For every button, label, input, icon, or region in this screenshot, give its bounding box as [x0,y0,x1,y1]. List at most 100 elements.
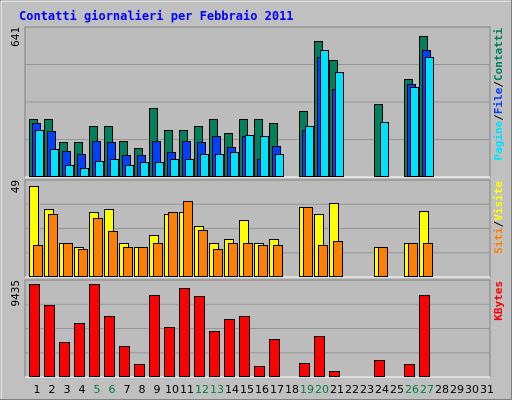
legend-entry-hits-2: File [492,87,505,114]
bar-visits-siti-day-15 [243,243,253,277]
bar-hits-pagine-day-8 [140,162,149,177]
bar-visits-siti-day-21 [333,241,343,277]
bar-kbytes-kbytes-day-6 [104,316,115,377]
y-max-label-visits: 49 [9,180,22,193]
bar-hits-pagine-day-19 [305,126,314,177]
day-label-30: 30 [465,383,479,396]
bar-kbytes-kbytes-day-10 [164,327,175,377]
bar-kbytes-kbytes-day-9 [149,295,160,377]
bar-visits-siti-day-16 [258,245,268,277]
bar-visits-siti-day-10 [168,212,178,277]
bar-visits-siti-day-17 [273,245,283,277]
bar-kbytes-kbytes-day-3 [59,342,70,377]
bar-hits-pagine-day-12 [200,154,209,177]
day-label-5: 5 [94,383,101,396]
legend-entry-hits-0: Pagine [492,120,505,160]
legend-entry-kbytes-0: KBytes [492,281,505,321]
bar-kbytes-kbytes-day-20 [314,336,325,377]
bar-hits-pagine-day-7 [125,165,134,177]
bar-visits-siti-day-14 [228,243,238,277]
day-label-1: 1 [34,383,41,396]
bar-visits-siti-day-20 [318,245,328,277]
day-label-10: 10 [165,383,179,396]
chart-title: Contatti giornalieri per Febbraio 2011 [19,9,294,23]
panels: 641Pagine/File/Contatti49Siti/Visite9435… [9,26,505,378]
bar-hits-pagine-day-16 [260,136,269,177]
bar-hits-pagine-day-2 [50,149,59,177]
legend-visits: Siti/Visite [492,181,505,254]
bar-visits-siti-day-2 [48,214,58,277]
day-label-18: 18 [285,383,299,396]
day-label-22: 22 [345,383,359,396]
bar-hits-pagine-day-4 [80,168,89,177]
day-label-7: 7 [124,383,131,396]
bar-hits-pagine-day-6 [110,159,119,177]
bar-hits-pagine-day-15 [245,135,254,177]
bar-kbytes-kbytes-day-2 [44,305,55,377]
bar-visits-siti-day-27 [423,243,433,277]
day-label-19: 19 [300,383,314,396]
day-label-11: 11 [180,383,194,396]
bar-kbytes-kbytes-day-14 [224,319,235,377]
bar-hits-pagine-day-13 [215,154,224,177]
legend-entry-hits-4: Contatti [492,28,505,81]
bar-visits-siti-day-24 [378,247,388,277]
day-label-23: 23 [360,383,374,396]
bar-visits-siti-day-7 [123,247,133,277]
bar-visits-siti-day-9 [153,243,163,277]
bar-hits-pagine-day-14 [230,152,239,177]
bar-kbytes-kbytes-day-21 [329,371,340,377]
day-label-20: 20 [315,383,329,396]
day-label-25: 25 [390,383,404,396]
bar-kbytes-kbytes-day-5 [89,284,100,377]
bar-kbytes-kbytes-day-4 [74,323,85,377]
day-label-13: 13 [210,383,224,396]
day-label-14: 14 [225,383,239,396]
legend-entry-visits-1: / [492,220,505,227]
day-label-6: 6 [109,383,116,396]
legend-entry-visits-2: Visite [492,181,505,221]
day-label-2: 2 [49,383,56,396]
day-label-17: 17 [270,383,284,396]
bar-hits-pagine-day-11 [185,159,194,177]
bar-kbytes-kbytes-day-16 [254,366,265,377]
bar-hits-pagine-day-17 [275,154,284,177]
bar-kbytes-kbytes-day-27 [419,295,430,377]
bar-hits-pagine-day-10 [170,159,179,177]
bar-visits-siti-day-19 [303,207,313,277]
bar-hits-pagine-day-3 [65,165,74,177]
bar-kbytes-kbytes-day-1 [29,284,40,377]
bar-visits-siti-day-26 [408,243,418,277]
bar-hits-pagine-day-9 [155,162,164,177]
bar-kbytes-kbytes-day-17 [269,339,280,377]
day-label-12: 12 [195,383,209,396]
day-label-28: 28 [435,383,449,396]
legend-entry-hits-3: / [492,81,505,88]
bar-visits-siti-day-11 [183,201,193,277]
bar-kbytes-kbytes-day-8 [134,364,145,377]
bar-kbytes-kbytes-day-26 [404,364,415,377]
y-max-label-hits: 641 [9,27,22,47]
y-max-label-kbytes: 9435 [9,280,22,307]
bar-hits-pagine-day-5 [95,161,104,177]
bar-hits-pagine-day-27 [425,57,434,177]
bar-kbytes-kbytes-day-13 [209,331,220,377]
bar-visits-siti-day-13 [213,249,223,277]
day-label-29: 29 [450,383,464,396]
bar-hits-pagine-day-24 [380,122,389,177]
panel-visits: 49 Siti/Visite [9,179,505,278]
bar-visits-siti-day-6 [108,231,118,277]
bar-kbytes-kbytes-day-7 [119,346,130,377]
day-label-9: 9 [154,383,161,396]
bar-hits-pagine-day-26 [410,87,419,177]
day-labels: 1 2 3 4 5 6 7 8 9 10 11 12 13 14 15 16 17 18 19 20 21 22 23 24 2… [34,383,495,396]
bar-kbytes-kbytes-day-24 [374,360,385,377]
panel-kbytes: 9435 KBytes [9,279,505,378]
day-label-21: 21 [330,383,344,396]
bar-hits-pagine-day-1 [35,130,44,177]
bar-visits-siti-day-5 [93,218,103,277]
bar-hits-pagine-day-20 [320,50,329,177]
bar-visits-siti-day-3 [63,243,73,277]
